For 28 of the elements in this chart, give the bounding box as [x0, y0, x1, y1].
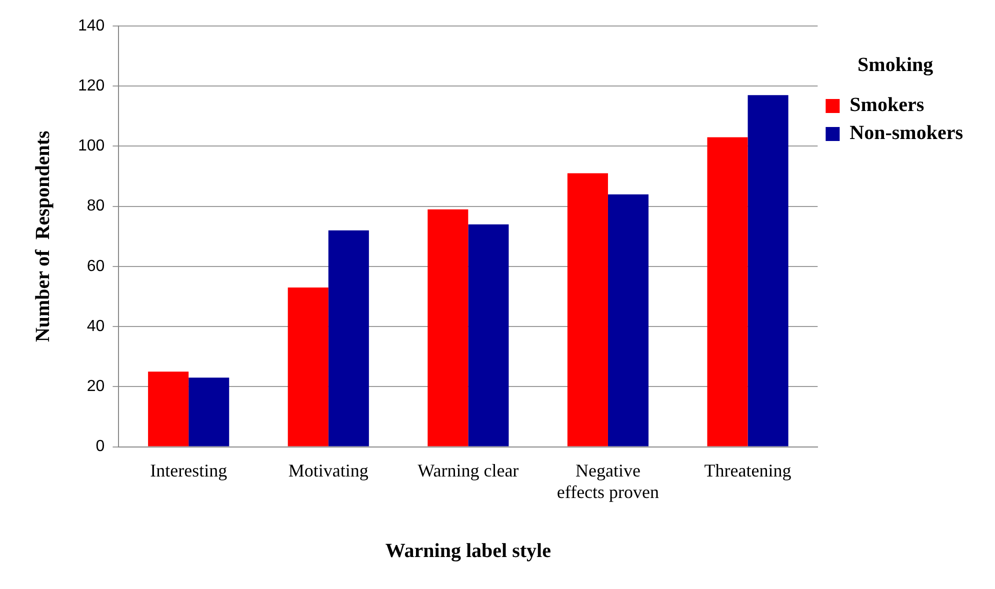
bar [188, 378, 230, 446]
bar [468, 224, 509, 446]
bar [707, 137, 748, 446]
y-tick-label: 0 [96, 438, 105, 456]
bar [567, 173, 608, 446]
legend-title: Smoking [858, 54, 934, 76]
y-tick-label: 40 [86, 318, 105, 335]
x-tick-label: Warning clear [418, 460, 519, 480]
bar [428, 209, 468, 446]
legend-label: Non-smokers [850, 122, 964, 144]
y-tick-label: 80 [86, 198, 105, 215]
bar [328, 230, 369, 446]
y-tick-label: 120 [78, 78, 105, 95]
bar [148, 372, 189, 446]
x-tick-label: Negative effects proven [556, 460, 660, 502]
x-tick-label: Motivating [288, 460, 368, 480]
y-axis-title: Number of Respondents [32, 130, 54, 342]
y-tick-label: 60 [86, 258, 105, 275]
y-tick-label: 100 [78, 138, 105, 155]
bar [288, 287, 328, 446]
y-tick-label: 20 [86, 378, 105, 396]
y-tick-label: 140 [78, 17, 105, 34]
x-axis-title: Warning label style [385, 540, 552, 562]
bar [608, 194, 649, 446]
x-tick-label: Threatening [704, 460, 792, 480]
legend-label: Smokers [850, 94, 924, 116]
bar [748, 95, 788, 446]
x-tick-label: Interesting [150, 460, 228, 480]
